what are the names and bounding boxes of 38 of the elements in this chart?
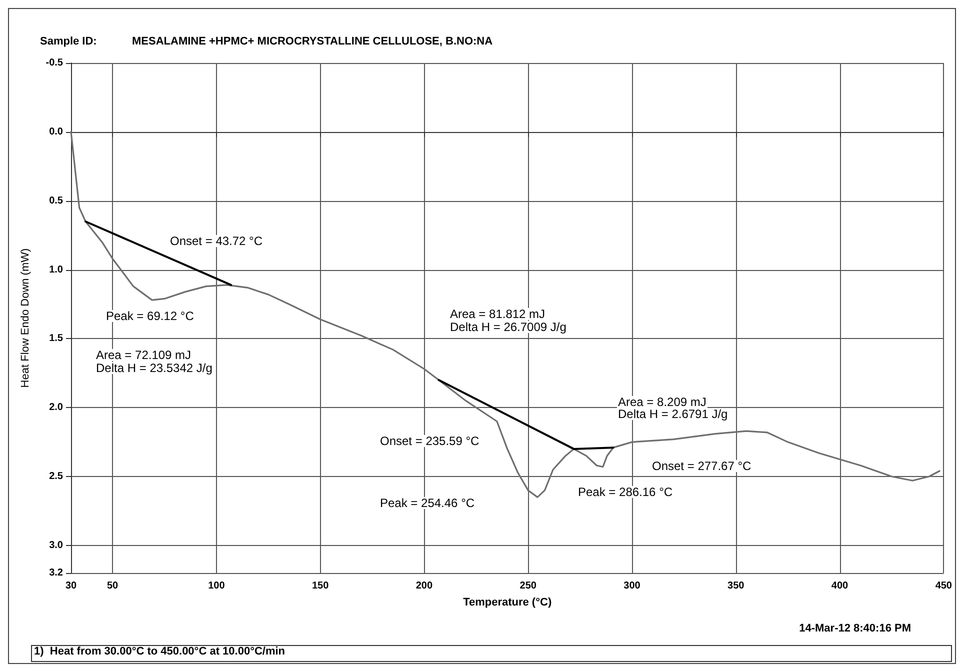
- annotation: Area = 81.812 mJ: [450, 307, 546, 321]
- x-tick-label: 30: [65, 580, 77, 592]
- y-axis-title: Heat Flow Endo Down (mW): [20, 248, 32, 388]
- x-tick-label: 200: [416, 580, 433, 592]
- y-tick-label: 3.2: [49, 568, 64, 578]
- annotation: Delta H = 23.5342 J/g: [96, 361, 212, 375]
- x-axis-title: Temperature (°C): [463, 596, 552, 608]
- line-series: [70, 131, 940, 498]
- annotation: Peak = 254.46 °C: [380, 496, 475, 510]
- chart-title: Sample ID:: [40, 36, 97, 48]
- y-tick-label: 1.0: [49, 264, 64, 276]
- y-tick-label: 1.5: [49, 333, 64, 344]
- x-tick-label: 300: [624, 580, 641, 592]
- y-tick-label: -0.5: [46, 58, 64, 68]
- chart-subtitle: MESALAMINE +HPMC+ MICROCRYSTALLINE CELLULOSE, B.NO:NA: [132, 36, 493, 48]
- annotation: Peak = 286.16 °C: [578, 485, 673, 499]
- x-tick-label: 250: [520, 580, 537, 592]
- x-tick-label: 150: [312, 580, 330, 592]
- y-tick-label: 0.0: [49, 126, 64, 138]
- annotation: Onset = 277.67 °C: [652, 459, 752, 473]
- y-tick-label: 3.0: [49, 540, 64, 551]
- annotation: Onset = 43.72 °C: [170, 234, 263, 248]
- x-tick-label: 50: [106, 580, 119, 592]
- annotation: Delta H = 2.6791 J/g: [618, 407, 728, 421]
- annotation: Area = 72.109 mJ: [96, 348, 192, 362]
- annotation: Delta H = 26.7009 J/g: [450, 320, 566, 334]
- text: 1) Heat from 30.00°C to 450.00°C at 10.00°C/min: [34, 646, 286, 658]
- x-tick-label: 450: [935, 580, 952, 592]
- y-tick-label: 2.5: [49, 471, 64, 482]
- y-tick-label: 0.5: [49, 195, 64, 206]
- y-tick-label: 2.0: [49, 402, 64, 414]
- x-tick-label: 100: [208, 580, 226, 592]
- annotation: Area = 8.209 mJ: [618, 395, 706, 409]
- x-tick-label: 350: [728, 580, 745, 592]
- x-tick-label: 400: [831, 580, 849, 592]
- text: 14-Mar-12 8:40:16 PM: [799, 622, 912, 634]
- annotation: Onset = 235.59 °C: [380, 434, 480, 448]
- annotation: Peak = 69.12 °C: [106, 309, 194, 323]
